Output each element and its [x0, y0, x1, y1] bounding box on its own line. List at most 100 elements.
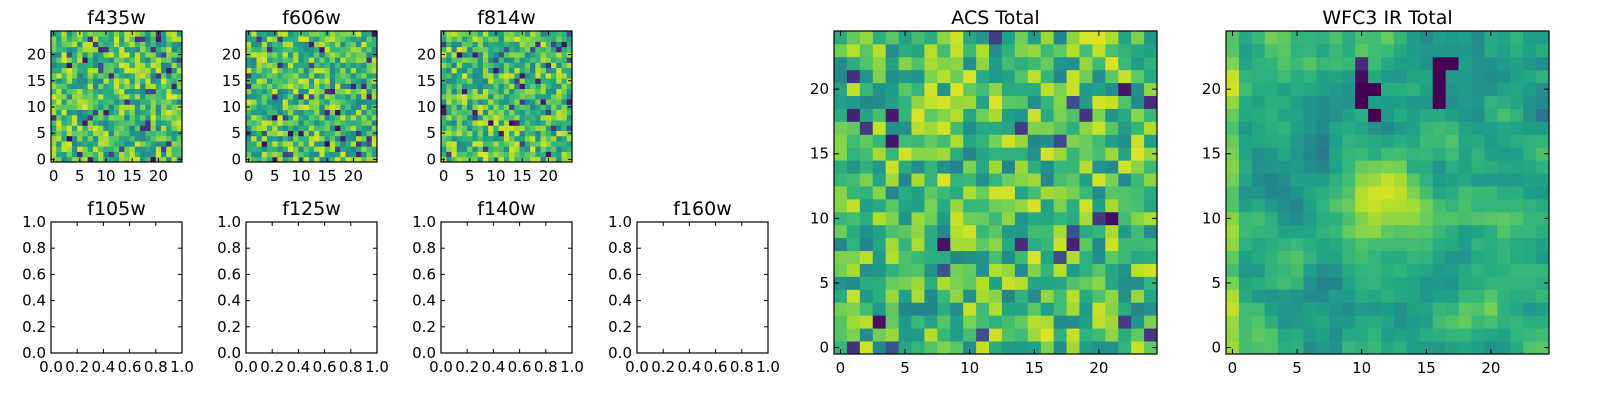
heatmap-cell: [298, 36, 305, 42]
heatmap-cell: [56, 151, 62, 158]
heatmap-cell: [324, 88, 331, 95]
heatmap-cell: [872, 108, 887, 122]
heatmap-cell: [1118, 263, 1132, 277]
heatmap-cell: [1510, 302, 1524, 316]
heatmap-cell: [103, 78, 110, 84]
heatmap-cell: [950, 31, 964, 45]
heatmap-cell: [1290, 160, 1304, 174]
heatmap-cell: [467, 83, 473, 90]
heatmap-cell: [1484, 82, 1498, 96]
heatmap-cell: [1027, 263, 1042, 277]
heatmap-cell: [71, 135, 78, 142]
y-tick-label: 0.4: [412, 292, 436, 310]
heatmap-cell: [113, 109, 120, 116]
heatmap-cell: [366, 93, 373, 100]
heatmap-cell: [963, 95, 977, 109]
heatmap-cell: [1118, 276, 1132, 290]
heatmap-cell: [1251, 69, 1266, 84]
heatmap-cell: [356, 156, 362, 163]
heatmap-cell: [1238, 160, 1253, 174]
heatmap-cell: [66, 146, 73, 152]
y-tick-label: 1.0: [412, 213, 436, 231]
heatmap-cell: [261, 93, 268, 100]
heatmap-cell: [1053, 43, 1067, 58]
heatmap-cell: [71, 99, 78, 105]
heatmap-cell: [503, 41, 510, 48]
heatmap-cell: [1238, 56, 1253, 71]
heatmap-cell: [472, 151, 479, 158]
heatmap-cell: [1536, 211, 1550, 226]
heatmap-cell: [1092, 328, 1106, 342]
heatmap-cell: [1381, 95, 1395, 109]
heatmap-cell: [1131, 315, 1145, 329]
heatmap-cell: [514, 41, 520, 48]
heatmap-cell: [366, 67, 373, 74]
heatmap-cell: [1251, 134, 1266, 148]
heatmap-cell: [551, 62, 557, 69]
heatmap-cell: [176, 125, 183, 131]
heatmap-cell: [950, 56, 964, 71]
heatmap-cell: [366, 88, 373, 95]
heatmap-cell: [1040, 224, 1055, 239]
heatmap-cell: [314, 67, 320, 74]
heatmap-cell: [77, 130, 83, 137]
heatmap-cell: [324, 36, 331, 42]
heatmap-cell: [551, 88, 557, 95]
heatmap-cell: [1329, 95, 1343, 109]
heatmap-cell: [551, 51, 557, 58]
heatmap-cell: [451, 120, 458, 126]
heatmap-cell: [1251, 56, 1266, 71]
heatmap-cell: [155, 104, 162, 110]
y-tick-label: 1.0: [22, 213, 46, 231]
heatmap-cell: [140, 46, 146, 53]
heatmap-cell: [308, 78, 315, 84]
heatmap-cell: [482, 41, 489, 48]
heatmap-cell: [256, 46, 263, 53]
heatmap-cell: [963, 82, 977, 96]
heatmap-cell: [498, 83, 505, 90]
heatmap-cell: [71, 120, 78, 126]
heatmap-cell: [1523, 302, 1537, 316]
heatmap-cell: [176, 83, 183, 90]
heatmap-cell: [1264, 211, 1279, 226]
heatmap-cell: [1226, 147, 1240, 161]
heatmap-cell: [1406, 173, 1421, 187]
heatmap-cell: [859, 341, 874, 355]
heatmap-cell: [1355, 250, 1369, 264]
panel-title: WFC3 IR Total: [1322, 7, 1452, 29]
heatmap-cell: [1001, 315, 1016, 329]
heatmap-cell: [561, 125, 568, 131]
axes-frame: [440, 30, 573, 163]
heatmap-cell: [1066, 121, 1080, 135]
heatmap-cell: [1264, 56, 1279, 71]
heatmap-cell: [846, 160, 861, 174]
heatmap-cell: [1303, 69, 1317, 84]
heatmap-cell: [1406, 95, 1421, 109]
heatmap-cell: [350, 120, 357, 126]
heatmap-cell: [834, 69, 848, 84]
heatmap-cell: [1471, 69, 1485, 84]
heatmap-cell: [1079, 160, 1093, 174]
heatmap-cell: [1381, 302, 1395, 316]
heatmap-cell: [1432, 43, 1447, 58]
heatmap-cell: [524, 135, 531, 142]
heatmap-cell: [108, 72, 115, 79]
heatmap-cell: [1131, 263, 1145, 277]
heatmap-cell: [885, 211, 899, 226]
heatmap-cell: [1432, 237, 1447, 252]
heatmap-cell: [503, 67, 510, 74]
heatmap-cell: [350, 72, 357, 79]
heatmap-cell: [282, 31, 289, 37]
heatmap-cell: [1290, 121, 1304, 135]
heatmap-cell: [1393, 276, 1408, 290]
heatmap-cell: [140, 72, 146, 79]
heatmap-cell: [1092, 289, 1106, 303]
heatmap-cell: [1458, 69, 1472, 84]
heatmap-cell: [1105, 186, 1119, 200]
heatmap-cell: [976, 121, 990, 135]
heatmap-cell: [1079, 237, 1093, 252]
heatmap-cell: [1445, 250, 1459, 264]
heatmap-cell: [509, 114, 515, 121]
heatmap-cell: [1458, 263, 1472, 277]
heatmap-cell: [1066, 211, 1080, 226]
